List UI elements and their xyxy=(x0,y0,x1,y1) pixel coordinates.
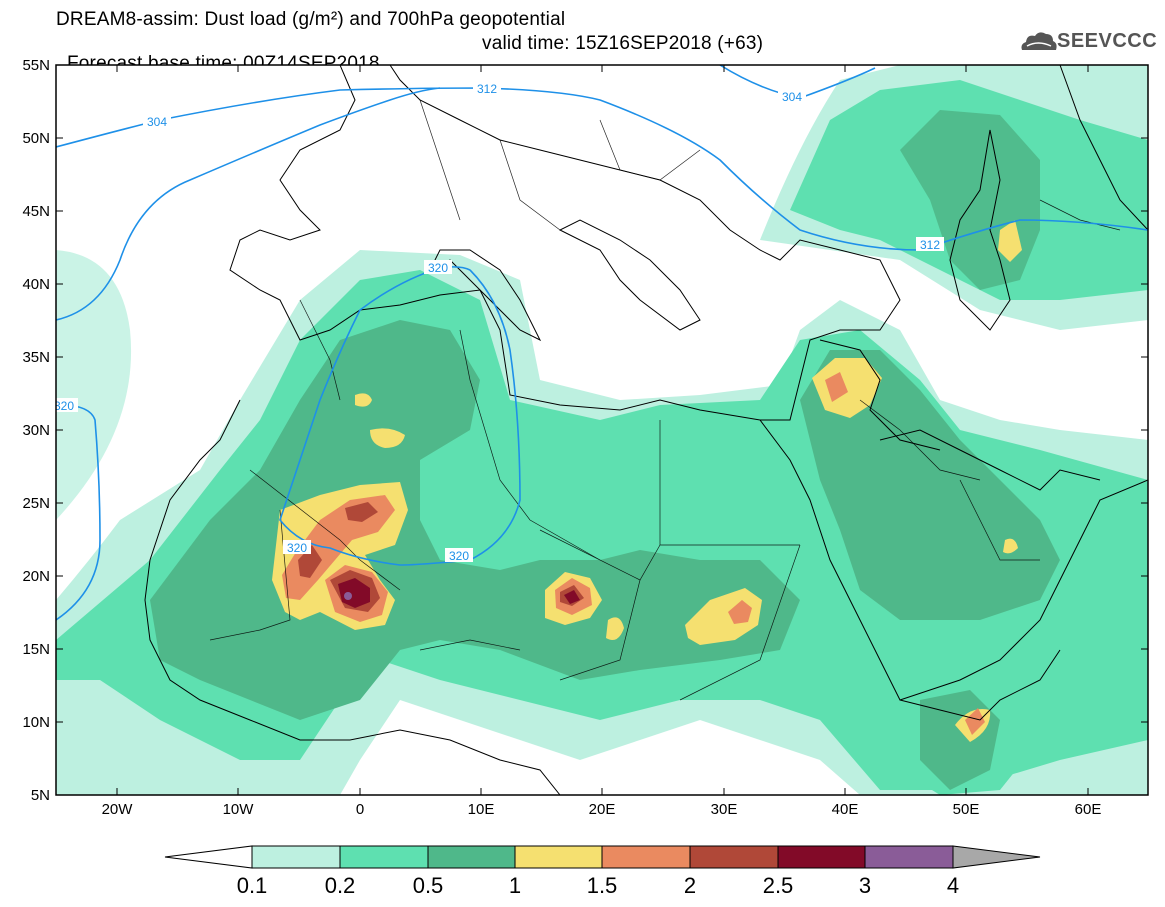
latitude-axis: 55N 50N 45N 40N 35N 30N 25N 20N 15N 10N … xyxy=(22,57,1148,804)
lat-label: 10N xyxy=(22,714,50,731)
coastlines-and-borders xyxy=(144,65,1148,795)
contour-label: 320 xyxy=(54,399,74,413)
lon-label: 40E xyxy=(832,801,859,818)
lat-label: 30N xyxy=(22,422,50,439)
contour-label: 312 xyxy=(477,82,497,96)
lat-label: 25N xyxy=(22,495,50,512)
lon-label: 10W xyxy=(223,801,255,818)
contour-label: 320 xyxy=(449,549,469,563)
lat-label: 40N xyxy=(22,276,50,293)
lon-label: 30E xyxy=(711,801,738,818)
lat-label: 55N xyxy=(22,57,50,74)
lon-label: 50E xyxy=(953,801,980,818)
lon-label: 20W xyxy=(102,801,134,818)
longitude-axis: 20W 10W 0 10E 20E 30E 40E 50E 60E xyxy=(102,65,1102,818)
contour-labels: 304 312 304 312 320 320 320 320 xyxy=(54,81,944,563)
lon-label: 0 xyxy=(356,801,364,818)
lat-label: 45N xyxy=(22,203,50,220)
map-title: DREAM8-assim: Dust load (g/m²) and 700hP… xyxy=(56,9,566,30)
lat-label: 20N xyxy=(22,568,50,585)
lat-label: 15N xyxy=(22,641,50,658)
contour-label: 320 xyxy=(428,261,448,275)
lat-label: 5N xyxy=(31,787,50,804)
valid-time: valid time: 15Z16SEP2018 (+63) xyxy=(482,33,764,54)
lat-label: 35N xyxy=(22,349,50,366)
contour-label: 312 xyxy=(920,238,940,252)
lon-label: 10E xyxy=(468,801,495,818)
dust-level-3-area xyxy=(344,592,352,600)
contour-label: 304 xyxy=(782,90,802,104)
dust-level-2-5-areas xyxy=(338,578,580,608)
country-borders xyxy=(209,99,1121,701)
cloud-logo-icon xyxy=(1021,32,1057,50)
logo-text: SEEVCCC xyxy=(1057,30,1158,52)
lon-label: 60E xyxy=(1075,801,1102,818)
contour-label: 304 xyxy=(147,115,167,129)
lon-label: 20E xyxy=(589,801,616,818)
lat-label: 50N xyxy=(22,130,50,147)
contour-label: 320 xyxy=(287,541,307,555)
